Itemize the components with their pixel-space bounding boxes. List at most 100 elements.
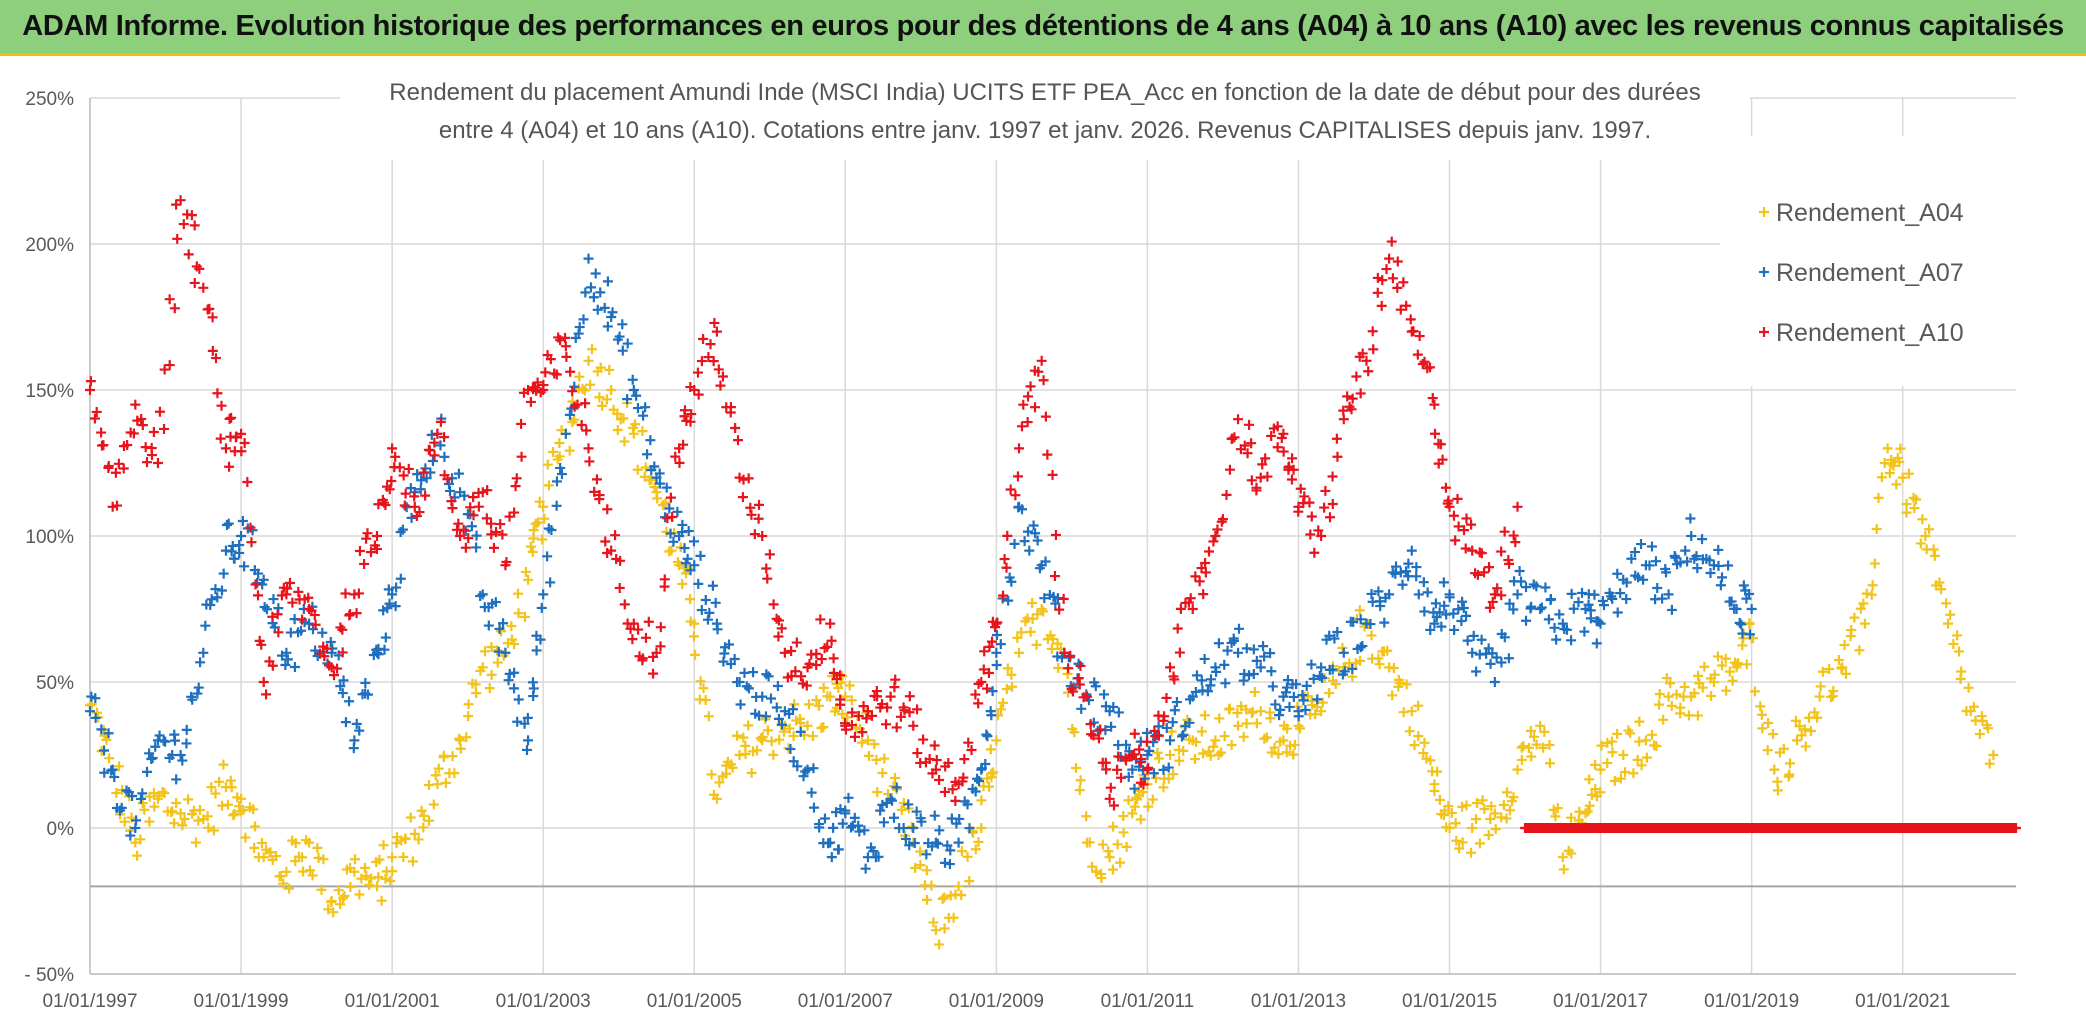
data-point [440,777,451,788]
data-point [774,734,785,745]
data-point [984,641,995,652]
data-point [778,726,789,737]
data-point [1412,349,1423,360]
data-point [1467,823,1478,833]
data-point [1661,673,1672,684]
data-point [167,750,178,761]
data-point [689,560,700,571]
data-point [1190,686,1201,697]
data-point [1401,300,1412,311]
data-point [164,360,175,371]
data-point [1241,718,1252,729]
data-point [1646,541,1657,552]
data-point [578,314,589,325]
data-point [1097,839,1108,850]
data-point [1538,742,1549,753]
data-point [1436,621,1447,632]
data-point [1248,644,1259,655]
data-point [1419,356,1430,367]
legend-item: Rendement_A07 [1759,259,1964,287]
data-point [1293,711,1304,722]
data-point [387,443,398,454]
report-banner: ADAM Informe. Evolution historique des p… [0,0,2086,56]
data-point [272,609,283,620]
data-point [323,904,334,915]
data-point [1086,729,1097,740]
data-point [354,725,365,736]
data-point [1666,700,1677,711]
series-rendement-a10-zero-segment- [1520,823,2021,833]
data-point [843,792,854,803]
data-point [725,659,736,670]
data-point [746,509,757,520]
data-point [511,473,522,484]
data-point [1607,593,1618,604]
data-point [488,542,499,553]
x-tick-label: 01/01/2005 [647,991,742,1012]
data-point [1854,645,1865,656]
data-point [1018,399,1029,410]
data-point [484,683,495,694]
data-point [1721,685,1732,696]
data-point [828,822,839,833]
data-point [310,619,321,630]
data-point [1466,519,1477,530]
data-point [1158,764,1169,775]
data-point [1579,626,1590,637]
data-point [1432,766,1443,777]
data-point [1236,701,1247,712]
data-point [1717,660,1728,671]
data-point [337,647,348,658]
data-point [1429,785,1440,796]
data-point [1518,741,1529,752]
data-point [1049,571,1060,582]
data-point [1392,256,1403,267]
data-point [1281,682,1292,693]
data-point [958,772,969,783]
data-point [592,304,603,315]
data-point [154,406,165,417]
data-point [1030,402,1040,413]
data-point [1332,451,1343,462]
data-point [473,501,484,512]
data-point [1544,758,1555,769]
data-point [466,521,477,532]
data-point [287,597,298,608]
data-point [1202,686,1213,697]
data-point [859,825,870,836]
data-point [146,443,157,454]
data-point [976,795,987,806]
data-point [394,462,405,473]
data-point [648,651,659,662]
data-point [119,816,130,827]
data-point [973,775,984,786]
data-point [1304,497,1315,508]
data-point [1882,443,1893,454]
data-point [943,757,954,768]
data-point [962,799,973,810]
data-point [447,503,458,514]
data-point [532,377,543,388]
data-point [970,689,981,700]
data-point [1266,430,1277,441]
data-point [698,333,709,344]
data-point [1118,811,1129,822]
data-point [1867,580,1878,591]
data-point [704,607,715,618]
data-point [109,772,120,783]
data-point [709,317,720,328]
data-point [384,598,395,609]
data-point [743,720,754,731]
data-point [595,287,606,298]
data-point [365,547,376,558]
data-point [921,865,932,876]
data-point [135,793,146,804]
data-point [237,515,248,526]
data-point [387,852,398,863]
data-point [688,536,699,547]
data-point [459,490,470,501]
data-point [591,474,602,485]
data-point [703,352,714,363]
data-point [773,615,784,626]
data-point [554,438,565,449]
